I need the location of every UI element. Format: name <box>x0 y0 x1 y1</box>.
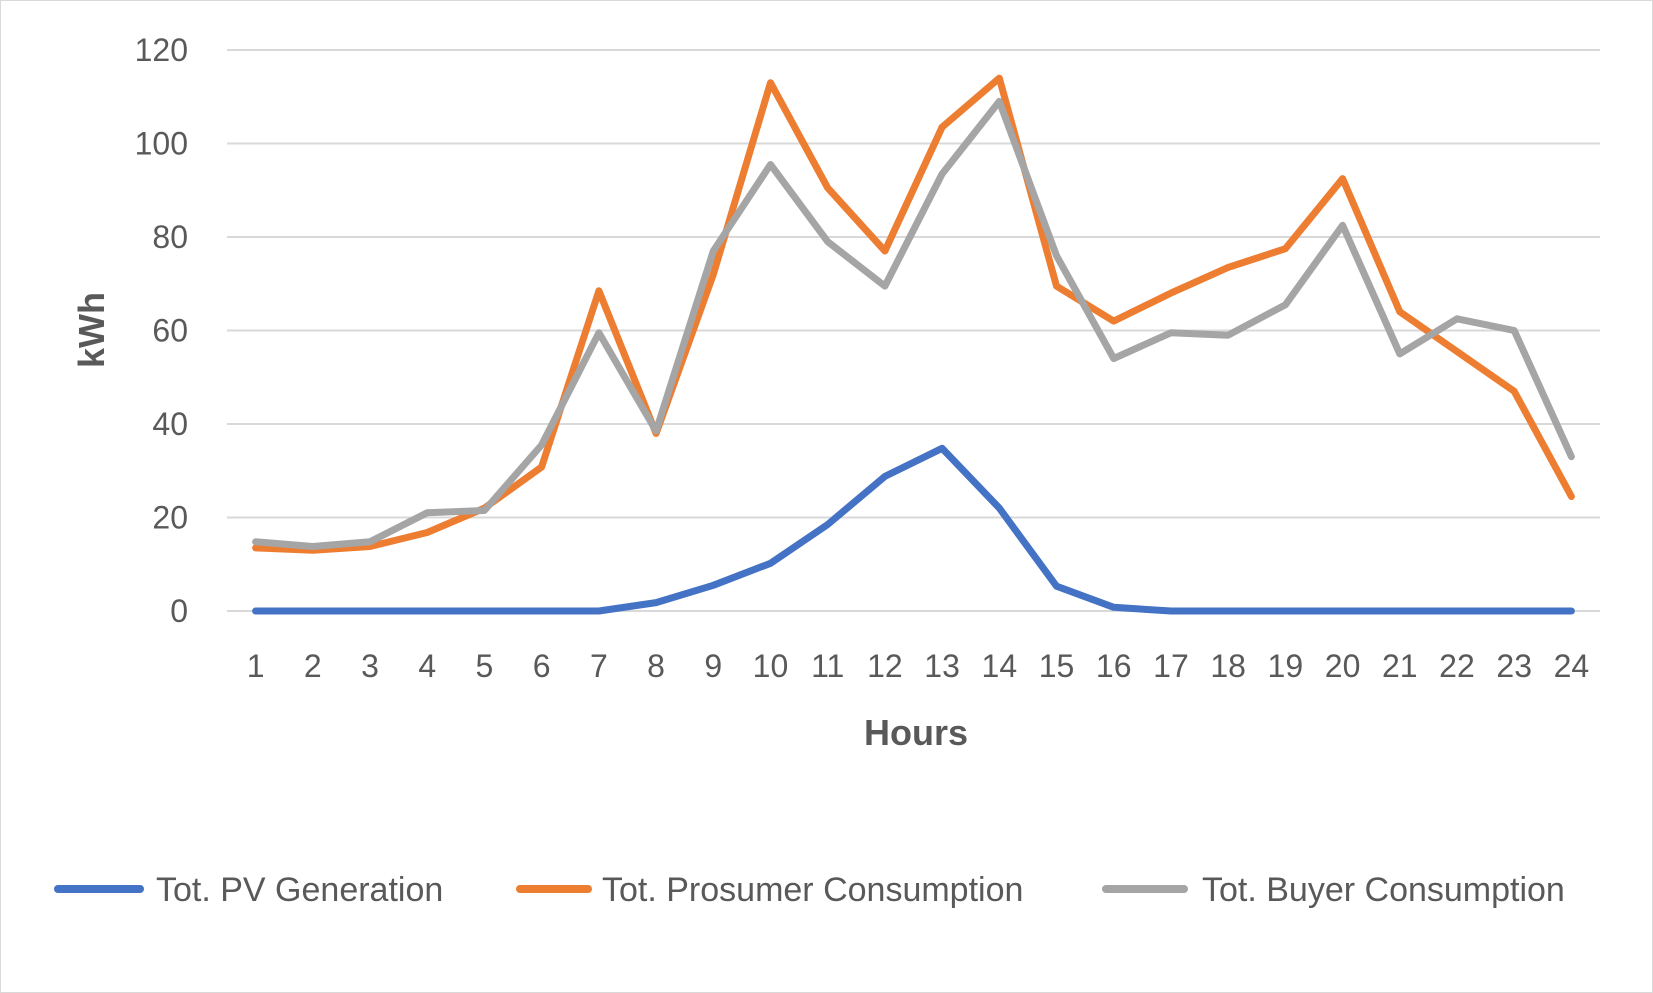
series-line-tot-prosumer-consumption <box>252 74 1575 554</box>
y-tick-label: 40 <box>152 406 188 442</box>
y-tick-label: 80 <box>152 219 188 255</box>
x-tick-label: 21 <box>1382 648 1418 684</box>
x-tick-label: 12 <box>867 648 903 684</box>
y-axis-ticks: 0 20 40 60 80 100 120 <box>135 32 188 629</box>
x-tick-label: 18 <box>1210 648 1246 684</box>
series-line-tot-buyer-consumption <box>252 97 1575 550</box>
legend-item-tot-pv-generation: Tot. PV Generation <box>54 871 443 909</box>
x-tick-label: 10 <box>753 648 789 684</box>
x-tick-label: 4 <box>418 648 436 684</box>
x-tick-label: 9 <box>704 648 722 684</box>
x-tick-label: 16 <box>1096 648 1132 684</box>
x-tick-label: 20 <box>1325 648 1361 684</box>
series-lines <box>252 74 1575 615</box>
x-tick-label: 11 <box>811 648 844 684</box>
x-tick-label: 1 <box>247 648 265 684</box>
legend-label: Tot. PV Generation <box>156 871 443 909</box>
y-axis-title: kWh <box>71 292 112 368</box>
x-tick-label: 24 <box>1554 648 1590 684</box>
x-tick-label: 6 <box>533 648 551 684</box>
x-tick-label: 2 <box>304 648 322 684</box>
x-tick-label: 7 <box>590 648 608 684</box>
x-tick-label: 14 <box>982 648 1018 684</box>
x-tick-label: 23 <box>1496 648 1532 684</box>
legend: Tot. PV Generation Tot. Prosumer Consumpt… <box>54 871 1565 909</box>
legend-label: Tot. Buyer Consumption <box>1202 871 1565 909</box>
series-line-tot-pv-generation <box>252 444 1575 615</box>
x-tick-label: 3 <box>361 648 379 684</box>
x-tick-label: 8 <box>647 648 665 684</box>
x-tick-label: 17 <box>1153 648 1189 684</box>
y-tick-label: 20 <box>152 500 188 536</box>
y-tick-label: 0 <box>170 593 188 629</box>
x-tick-label: 22 <box>1439 648 1475 684</box>
legend-item-tot-buyer-consumption: Tot. Buyer Consumption <box>1102 871 1565 909</box>
y-tick-label: 100 <box>135 126 188 162</box>
x-tick-label: 5 <box>476 648 494 684</box>
x-tick-label: 13 <box>924 648 960 684</box>
y-tick-label: 60 <box>152 313 188 349</box>
x-tick-label: 15 <box>1039 648 1075 684</box>
x-tick-label: 19 <box>1268 648 1304 684</box>
legend-item-tot-prosumer-consumption: Tot. Prosumer Consumption <box>516 871 1023 909</box>
x-axis-title: Hours <box>864 712 968 753</box>
x-axis-ticks: 1 2 3 4 5 6 7 8 9 10 11 12 13 14 15 16 17 18 19 20 21 22 23 24 <box>247 648 1589 684</box>
y-tick-label: 120 <box>135 32 188 68</box>
legend-label: Tot. Prosumer Consumption <box>602 871 1023 909</box>
